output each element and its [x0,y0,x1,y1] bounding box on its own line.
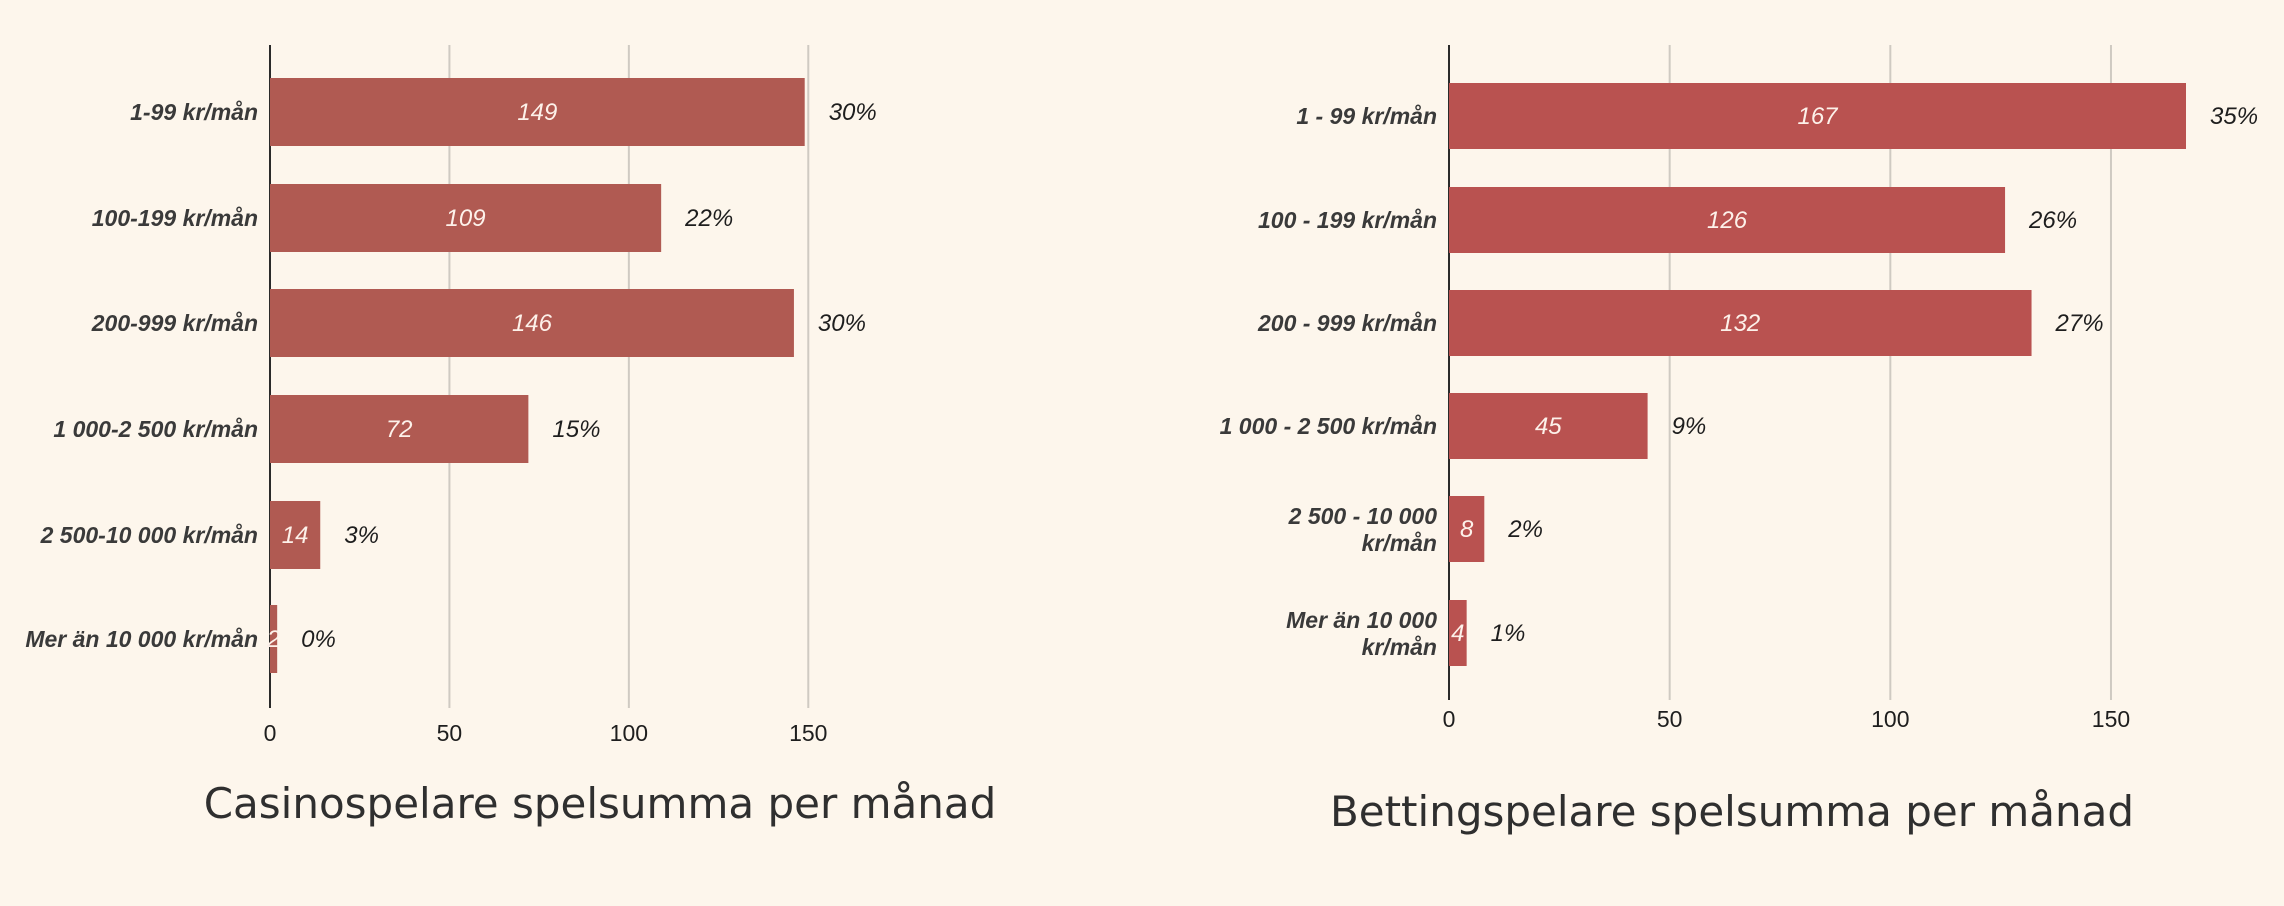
bar [270,289,794,357]
percent-label: 3% [344,522,379,549]
bar [270,78,805,146]
percent-label: 22% [684,205,733,232]
x-tick-label: 50 [1657,706,1683,732]
category-label: 2 500-10 000 kr/mån [40,522,258,548]
bar-value-label: 132 [1720,310,1760,337]
category-label: 1-99 kr/mån [130,99,258,125]
bar [1449,290,2032,356]
casino-chart: 0 50 100 150 1-99 kr/mån 149 30% 100-199 kr/mån… [25,45,997,828]
bar-value-label: 167 [1797,103,1839,130]
percent-label: 2% [1507,516,1543,543]
bar [270,395,529,463]
category-label: 1 - 99 kr/mån [1296,103,1437,129]
category-label: 2 500 - 10 000 kr/mån [1288,503,1438,556]
betting-chart: 0 50 100 150 1 - 99 kr/mån 167 35% 100 - 199 kr… [1220,45,2258,836]
bar [1449,496,1485,562]
chart-title: Bettingspelare spelsumma per månad [1330,787,2134,836]
percent-label: 35% [2210,103,2258,130]
percent-label: 30% [829,99,877,126]
percent-label: 15% [552,416,600,443]
percent-label: 1% [1491,620,1526,647]
x-tick-label: 150 [2092,706,2130,732]
x-tick-label: 100 [610,720,648,746]
category-label: 200-999 kr/mån [91,310,258,336]
bar [1449,600,1467,666]
bar-value-label: 4 [1451,620,1464,647]
bar-value-label: 45 [1535,413,1562,440]
bar-value-label: 8 [1460,516,1474,543]
bar-value-label: 72 [386,416,413,443]
chart-title: Casinospelare spelsumma per månad [204,779,997,828]
bar [1449,393,1648,459]
percent-label: 9% [1672,413,1707,440]
x-tick-label: 50 [437,720,463,746]
bar [1449,83,2186,149]
bar-value-label: 2 [266,626,280,653]
bar [270,501,321,569]
bar-value-label: 146 [512,310,553,337]
percent-label: 27% [2055,310,2104,337]
x-tick-label: 100 [1871,706,1909,732]
bar [270,605,278,673]
category-label: 100-199 kr/mån [92,205,258,231]
percent-label: 0% [301,626,336,653]
category-label: Mer än 10 000 kr/mån [25,626,258,652]
bar [1449,187,2006,253]
bar [270,184,662,252]
bar-value-label: 109 [446,205,486,232]
bar-value-label: 14 [282,522,309,549]
x-tick-label: 150 [789,720,827,746]
category-label: 200 - 999 kr/mån [1257,310,1437,336]
percent-label: 26% [2028,207,2077,234]
x-tick-label: 0 [1443,706,1456,732]
bar-value-label: 126 [1707,207,1748,234]
bar-value-label: 149 [517,99,557,126]
category-label: 1 000-2 500 kr/mån [53,416,258,442]
x-tick-label: 0 [264,720,277,746]
category-label: Mer än 10 000 kr/mån [1286,607,1437,660]
percent-label: 30% [818,310,866,337]
category-label: 100 - 199 kr/mån [1258,207,1437,233]
category-label: 1 000 - 2 500 kr/mån [1220,413,1437,439]
